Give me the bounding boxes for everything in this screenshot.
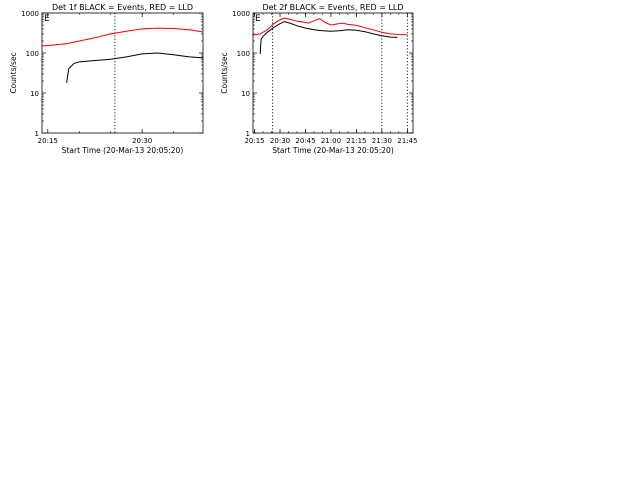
black-series-line xyxy=(259,21,398,54)
y-tick-label: 10 xyxy=(241,90,250,98)
y-tick-label: 1 xyxy=(246,130,250,138)
panel-title: Det 2f BLACK = Events, RED = LLD xyxy=(262,3,403,12)
x-tick-label: 20:45 xyxy=(295,137,315,145)
x-tick-label: 20:15 xyxy=(244,137,264,145)
detector-panel: Det 1f BLACK = Events, RED = LLD 1 10 100 10… xyxy=(9,3,204,155)
x-tick-label: 21:00 xyxy=(321,137,341,145)
y-tick-label: 100 xyxy=(237,50,250,58)
y-tick-label: 1000 xyxy=(232,10,250,18)
red-series-line xyxy=(253,17,408,36)
x-axis-label: Start Time (20-Mar-13 20:05:20) xyxy=(272,146,394,155)
plot-frame xyxy=(41,12,204,134)
black-series-line xyxy=(66,52,203,83)
panel-title: Det 1f BLACK = Events, RED = LLD xyxy=(52,3,193,12)
red-series-line xyxy=(42,27,203,47)
x-tick-label: 20:15 xyxy=(38,137,58,145)
plot-frame xyxy=(252,12,414,134)
x-tick-label: 21:45 xyxy=(397,137,417,145)
y-axis-label: Counts/sec xyxy=(9,52,18,93)
x-tick-label: 20:30 xyxy=(270,137,290,145)
y-axis-label: Counts/sec xyxy=(220,52,229,93)
y-tick-label: 1000 xyxy=(21,10,39,18)
corner-marker: E xyxy=(44,14,50,24)
corner-marker: E xyxy=(255,14,261,24)
x-tick-label: 20:30 xyxy=(132,137,152,145)
y-tick-label: 10 xyxy=(30,90,39,98)
x-tick-label: 21:30 xyxy=(372,137,392,145)
x-tick-label: 21:15 xyxy=(346,137,366,145)
y-tick-label: 100 xyxy=(26,50,39,58)
detector-panel: Det 2f BLACK = Events, RED = LLD 1 10 100 10… xyxy=(220,3,417,155)
y-tick-label: 1 xyxy=(35,130,39,138)
x-axis-label: Start Time (20-Mar-13 20:05:20) xyxy=(62,146,184,155)
